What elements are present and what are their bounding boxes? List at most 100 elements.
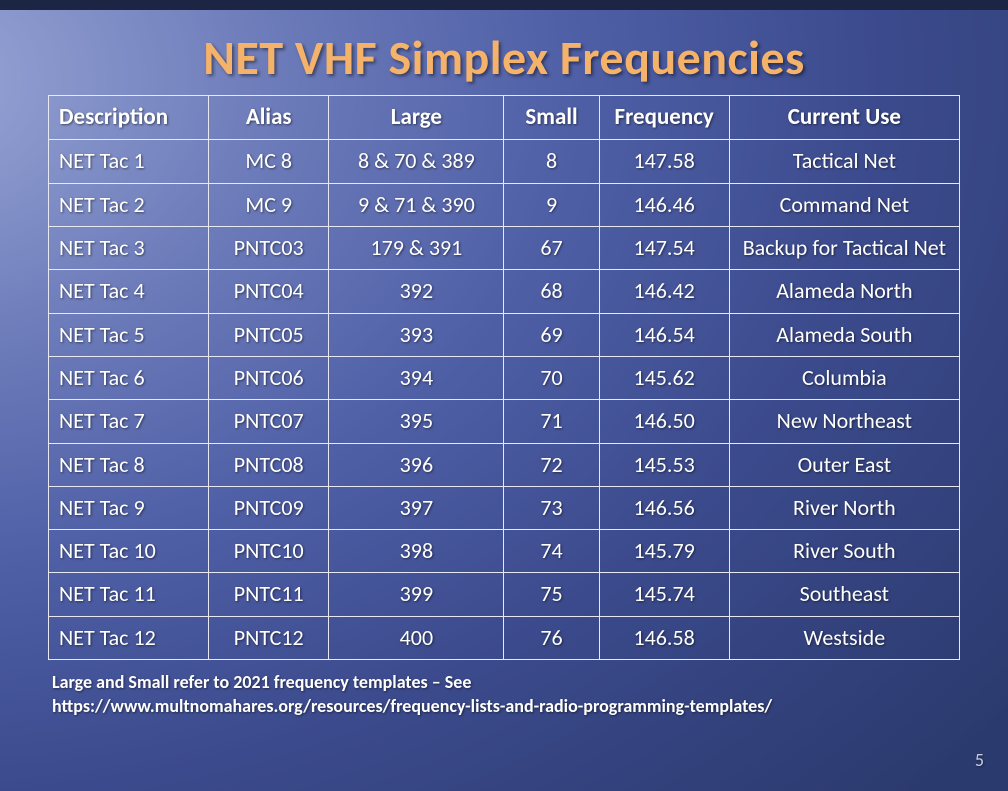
cell-large: 392 (329, 270, 504, 313)
cell-description: NET Tac 12 (49, 616, 209, 659)
cell-large: 395 (329, 400, 504, 443)
cell-alias: PNTC03 (209, 227, 329, 270)
cell-alias: MC 9 (209, 183, 329, 226)
cell-alias: PNTC04 (209, 270, 329, 313)
cell-frequency: 146.54 (599, 313, 729, 356)
cell-large: 400 (329, 616, 504, 659)
table-row: NET Tac 11PNTC1139975145.74Southeast (49, 573, 960, 616)
frequency-table: Description Alias Large Small Frequency … (48, 95, 960, 660)
page-number: 5 (975, 749, 984, 771)
table-row: NET Tac 2MC 99 & 71 & 3909146.46Command … (49, 183, 960, 226)
cell-current_use: Tactical Net (729, 140, 959, 183)
footnote-line-1: Large and Small refer to 2021 frequency … (52, 670, 960, 694)
cell-large: 393 (329, 313, 504, 356)
cell-description: NET Tac 1 (49, 140, 209, 183)
footnote: Large and Small refer to 2021 frequency … (48, 670, 960, 719)
cell-small: 68 (504, 270, 599, 313)
table-row: NET Tac 5PNTC0539369146.54Alameda South (49, 313, 960, 356)
col-header-small: Small (504, 96, 599, 140)
cell-frequency: 145.53 (599, 443, 729, 486)
cell-frequency: 146.42 (599, 270, 729, 313)
cell-alias: PNTC09 (209, 486, 329, 529)
cell-small: 67 (504, 227, 599, 270)
cell-description: NET Tac 3 (49, 227, 209, 270)
cell-small: 8 (504, 140, 599, 183)
cell-large: 396 (329, 443, 504, 486)
cell-alias: PNTC12 (209, 616, 329, 659)
cell-small: 74 (504, 530, 599, 573)
cell-current_use: Alameda South (729, 313, 959, 356)
cell-description: NET Tac 5 (49, 313, 209, 356)
cell-large: 179 & 391 (329, 227, 504, 270)
cell-current_use: Outer East (729, 443, 959, 486)
cell-frequency: 145.74 (599, 573, 729, 616)
slide-title: NET VHF Simplex Frequencies (48, 28, 960, 87)
cell-description: NET Tac 6 (49, 356, 209, 399)
cell-frequency: 146.58 (599, 616, 729, 659)
table-body: NET Tac 1MC 88 & 70 & 3898147.58Tactical… (49, 140, 960, 660)
cell-alias: MC 8 (209, 140, 329, 183)
cell-small: 76 (504, 616, 599, 659)
cell-frequency: 146.56 (599, 486, 729, 529)
cell-current_use: Columbia (729, 356, 959, 399)
cell-alias: PNTC06 (209, 356, 329, 399)
cell-large: 9 & 71 & 390 (329, 183, 504, 226)
cell-small: 69 (504, 313, 599, 356)
cell-alias: PNTC10 (209, 530, 329, 573)
cell-large: 8 & 70 & 389 (329, 140, 504, 183)
cell-frequency: 145.79 (599, 530, 729, 573)
col-header-alias: Alias (209, 96, 329, 140)
cell-description: NET Tac 7 (49, 400, 209, 443)
table-row: NET Tac 4PNTC0439268146.42Alameda North (49, 270, 960, 313)
col-header-frequency: Frequency (599, 96, 729, 140)
table-row: NET Tac 3PNTC03179 & 39167147.54Backup f… (49, 227, 960, 270)
cell-description: NET Tac 10 (49, 530, 209, 573)
cell-small: 70 (504, 356, 599, 399)
cell-current_use: Westside (729, 616, 959, 659)
table-row: NET Tac 8PNTC0839672145.53Outer East (49, 443, 960, 486)
cell-frequency: 146.46 (599, 183, 729, 226)
cell-large: 399 (329, 573, 504, 616)
table-row: NET Tac 10PNTC1039874145.79River South (49, 530, 960, 573)
cell-large: 394 (329, 356, 504, 399)
cell-alias: PNTC08 (209, 443, 329, 486)
top-bar (0, 0, 1008, 10)
cell-current_use: River North (729, 486, 959, 529)
cell-small: 73 (504, 486, 599, 529)
cell-current_use: River South (729, 530, 959, 573)
table-header-row: Description Alias Large Small Frequency … (49, 96, 960, 140)
cell-description: NET Tac 2 (49, 183, 209, 226)
table-row: NET Tac 1MC 88 & 70 & 3898147.58Tactical… (49, 140, 960, 183)
col-header-description: Description (49, 96, 209, 140)
cell-large: 398 (329, 530, 504, 573)
cell-small: 75 (504, 573, 599, 616)
cell-current_use: Backup for Tactical Net (729, 227, 959, 270)
cell-large: 397 (329, 486, 504, 529)
cell-description: NET Tac 9 (49, 486, 209, 529)
cell-current_use: Southeast (729, 573, 959, 616)
cell-description: NET Tac 4 (49, 270, 209, 313)
cell-current_use: New Northeast (729, 400, 959, 443)
table-row: NET Tac 6PNTC0639470145.62Columbia (49, 356, 960, 399)
cell-frequency: 145.62 (599, 356, 729, 399)
cell-frequency: 147.58 (599, 140, 729, 183)
cell-current_use: Command Net (729, 183, 959, 226)
col-header-large: Large (329, 96, 504, 140)
cell-alias: PNTC07 (209, 400, 329, 443)
cell-description: NET Tac 11 (49, 573, 209, 616)
cell-frequency: 146.50 (599, 400, 729, 443)
cell-current_use: Alameda North (729, 270, 959, 313)
cell-frequency: 147.54 (599, 227, 729, 270)
table-row: NET Tac 9PNTC0939773146.56River North (49, 486, 960, 529)
col-header-current-use: Current Use (729, 96, 959, 140)
footnote-line-2: https://www.multnomahares.org/resources/… (52, 694, 960, 718)
slide-content: NET VHF Simplex Frequencies Description … (0, 10, 1008, 719)
cell-alias: PNTC11 (209, 573, 329, 616)
cell-alias: PNTC05 (209, 313, 329, 356)
table-row: NET Tac 7PNTC0739571146.50New Northeast (49, 400, 960, 443)
cell-small: 71 (504, 400, 599, 443)
cell-description: NET Tac 8 (49, 443, 209, 486)
cell-small: 72 (504, 443, 599, 486)
table-row: NET Tac 12PNTC1240076146.58Westside (49, 616, 960, 659)
cell-small: 9 (504, 183, 599, 226)
